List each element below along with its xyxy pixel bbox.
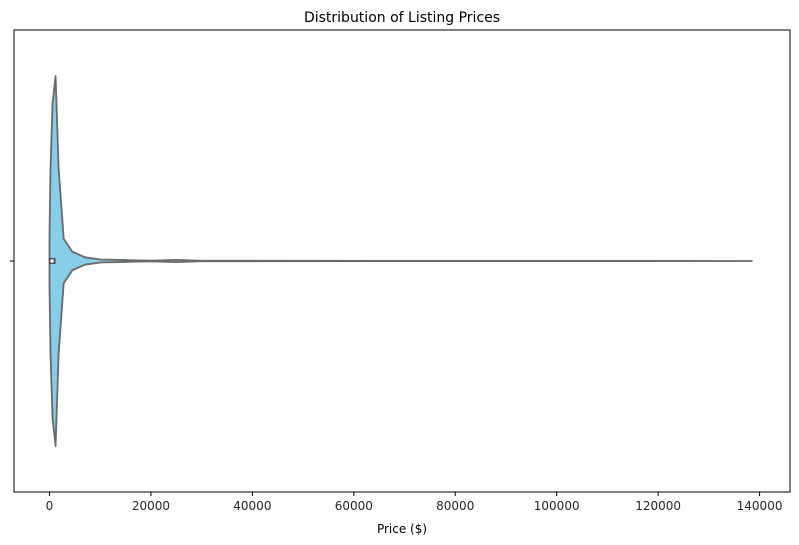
x-tick-label: 100000: [534, 499, 580, 513]
violin-body: [48, 75, 753, 447]
x-axis: 0 20000 40000 60000 80000 100000 120000 140000: [46, 492, 783, 513]
x-axis-label: Price ($): [377, 522, 427, 536]
x-tick-label: 120000: [635, 499, 681, 513]
x-tick-label: 0: [46, 499, 54, 513]
plot-area: [48, 75, 753, 447]
chart-title: Distribution of Listing Prices: [304, 10, 500, 26]
x-tick-label: 80000: [436, 499, 474, 513]
violin-median-point: [50, 259, 54, 263]
x-tick-label: 40000: [233, 499, 271, 513]
x-tick-label: 60000: [335, 499, 373, 513]
x-tick-label: 140000: [737, 499, 783, 513]
x-tick-label: 20000: [132, 499, 170, 513]
